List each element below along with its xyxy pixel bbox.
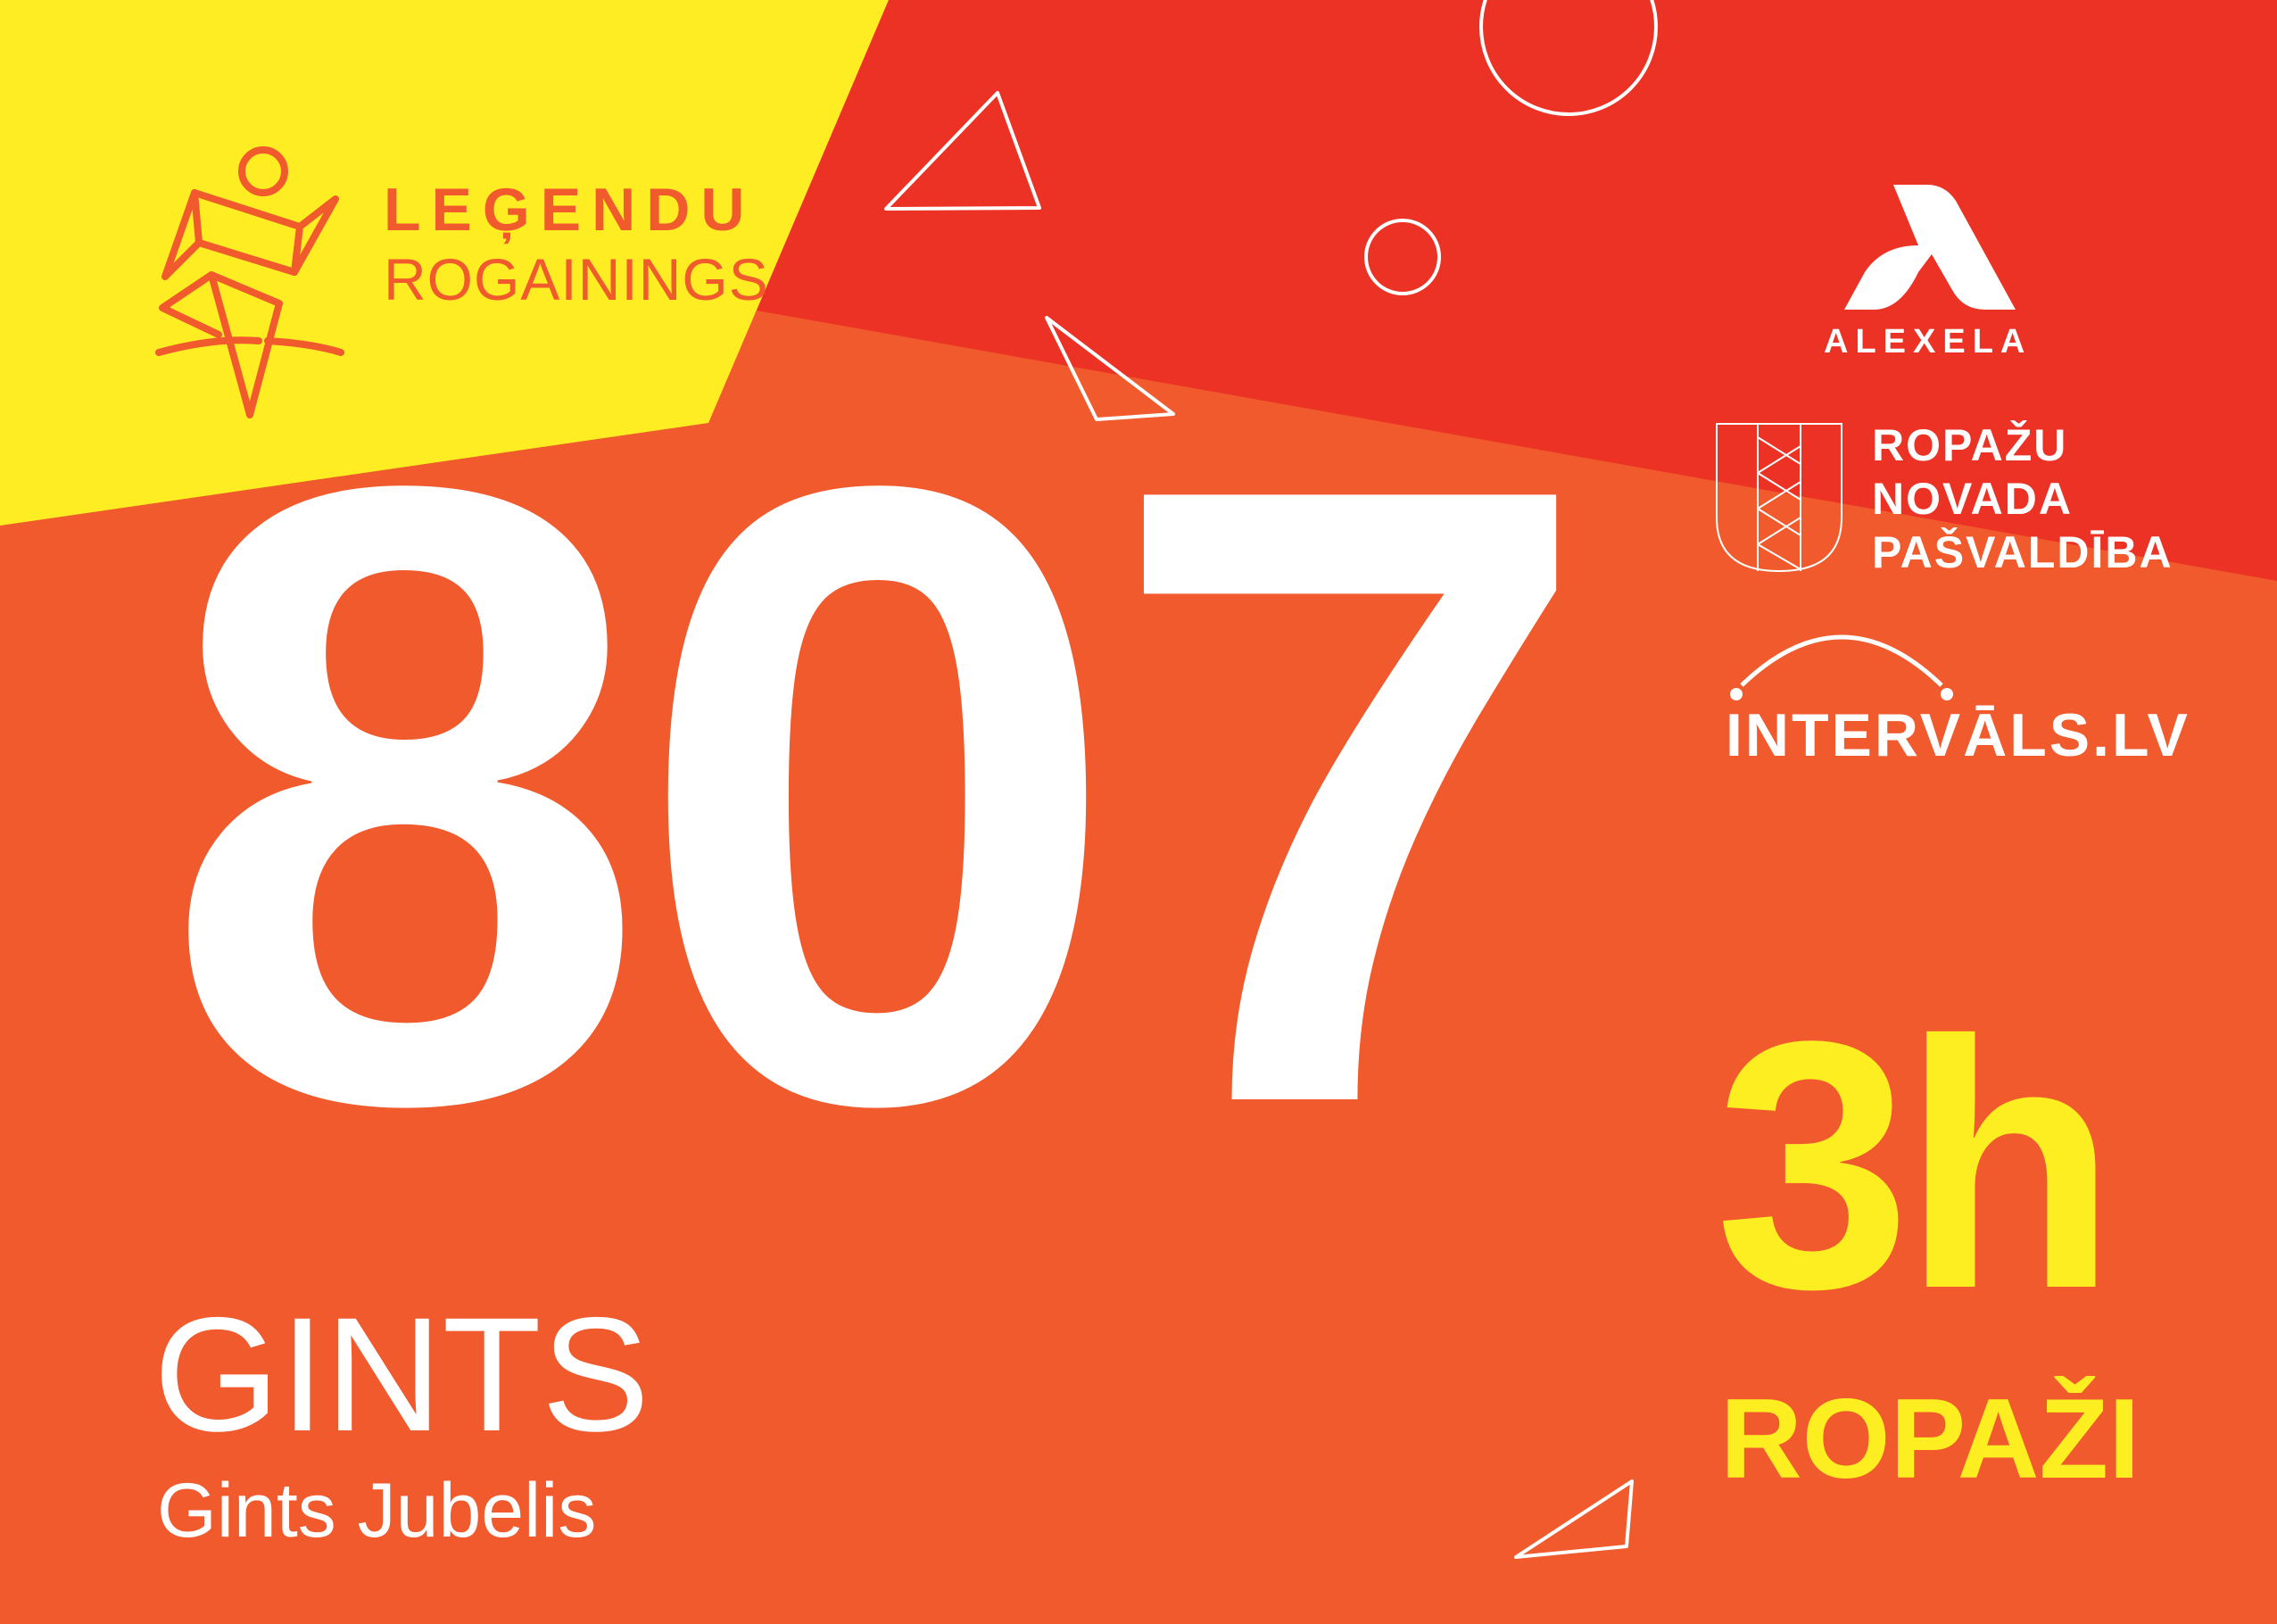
municipality-line-3: PAŠVALDĪBA (1872, 527, 2174, 577)
municipality-line-2: NOVADA (1872, 474, 2073, 524)
alexela-logo-text: ALEXELA (1824, 323, 2033, 360)
red-panel (757, 0, 2277, 581)
decor-circle-small (1364, 219, 1441, 295)
intervals-logo-text: INTERVĀLS.LV (1726, 701, 2190, 769)
alexela-logo-icon (1844, 185, 2016, 310)
decor-triangle (1514, 1479, 1634, 1559)
ropazu-coat-of-arms-icon (1716, 423, 1842, 573)
bib-number: 807 (161, 303, 1594, 1286)
rogaining-runner-logo-icon (155, 146, 344, 418)
race-location: ROPAŽI (1720, 1375, 2140, 1502)
participant-first-name: GINTS (153, 1283, 650, 1465)
organizer-subtitle: ROGAININGS (384, 246, 769, 312)
race-duration: 3h (1715, 967, 2117, 1362)
municipality-line-1: ROPAŽU (1872, 420, 2068, 470)
intervals-arc-icon (1730, 634, 1953, 700)
decor-triangle (884, 91, 1041, 211)
organizer-title: LEĢENDU (384, 176, 756, 244)
participant-full-name: Gints Jubelis (157, 1468, 597, 1554)
yellow-panel (0, 0, 889, 526)
decor-triangle (1045, 316, 1175, 421)
decor-circle-large (1479, 0, 1658, 116)
